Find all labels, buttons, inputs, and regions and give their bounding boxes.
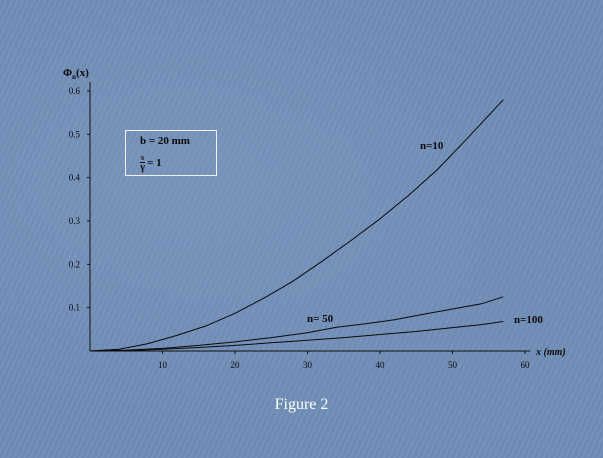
x-tick-label: 20 bbox=[231, 360, 241, 370]
chart-ticks: 10 20 30 40 50 60 0.1 0.2 0.3 0.4 0.5 0.6 bbox=[69, 86, 530, 370]
y-tick-label: 0.3 bbox=[69, 216, 81, 226]
x-tick-label: 10 bbox=[158, 360, 168, 370]
figure-caption: Figure 2 bbox=[274, 396, 329, 413]
param-ratio: s γ = 1 bbox=[140, 153, 162, 173]
series-line-n100 bbox=[89, 321, 504, 352]
y-tick-label: 0.1 bbox=[69, 303, 80, 313]
series-label-n50: n= 50 bbox=[307, 313, 334, 325]
y-tick-label: 0.2 bbox=[69, 259, 80, 269]
chart-curves bbox=[89, 99, 504, 352]
series-label-n10: n=10 bbox=[420, 140, 444, 152]
y-tick-label: 0.4 bbox=[69, 173, 81, 183]
x-tick-label: 60 bbox=[521, 360, 531, 370]
ratio-denominator: γ bbox=[140, 162, 145, 173]
x-axis-label: x (mm) bbox=[535, 347, 566, 358]
y-tick-label: 0.6 bbox=[69, 86, 81, 96]
x-tick-label: 50 bbox=[448, 360, 458, 370]
chart-curve-labels: n=10 n= 50 n=100 bbox=[307, 140, 543, 326]
x-tick-label: 30 bbox=[303, 360, 313, 370]
series-line-n10 bbox=[89, 99, 504, 352]
ratio-numerator: s bbox=[140, 153, 146, 163]
chart-axes bbox=[89, 82, 530, 352]
series-line-n50 bbox=[89, 296, 504, 352]
y-axis-label-arg: (x) bbox=[76, 67, 89, 79]
ratio-value: = 1 bbox=[147, 156, 162, 169]
ratio-fraction: s γ bbox=[140, 153, 146, 173]
param-b-value: b = 20 mm bbox=[140, 135, 190, 147]
series-label-n100: n=100 bbox=[514, 314, 543, 326]
y-axis-label-subscript: n bbox=[72, 73, 76, 81]
y-tick-label: 0.5 bbox=[69, 129, 81, 139]
parameter-box: b = 20 mm s γ = 1 bbox=[125, 130, 217, 176]
y-axis-label: Φn(x) bbox=[63, 67, 89, 81]
x-tick-label: 40 bbox=[376, 360, 386, 370]
